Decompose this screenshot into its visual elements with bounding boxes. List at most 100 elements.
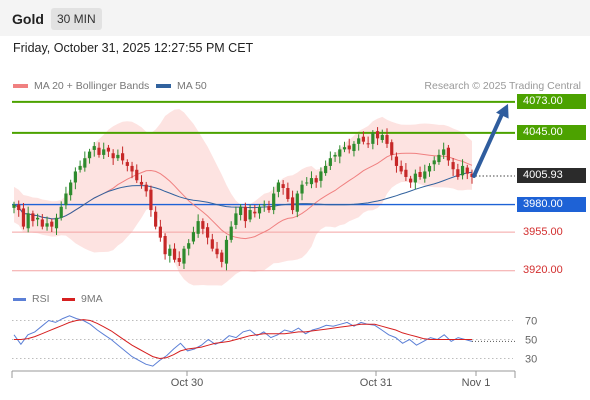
candle-body (97, 147, 101, 155)
candle (300, 180, 304, 201)
candle (73, 167, 77, 190)
candle (248, 204, 252, 223)
level-tag: 4045.00 (517, 125, 586, 141)
candle-body (120, 153, 125, 161)
candle (262, 200, 266, 212)
timeframe-button[interactable]: 30 MIN (51, 8, 102, 30)
level-tag: 3920.00 (523, 264, 563, 277)
legend-9ma: 9MA (62, 293, 103, 305)
candle (135, 164, 139, 184)
candle-body (59, 206, 63, 218)
candle-body (187, 243, 191, 249)
rsi-swatch (13, 297, 26, 301)
legend-9ma-label: 9MA (81, 293, 103, 305)
time-tick-label: Oct 31 (360, 377, 392, 389)
candle-body (177, 258, 181, 262)
candle (361, 131, 366, 145)
candle-body (460, 165, 465, 176)
candle (290, 190, 295, 215)
candle-body (262, 204, 266, 206)
legend-ma20: MA 20 + Bollinger Bands (13, 80, 149, 92)
time-axis: Oct 30 Oct 31 Nov 1 (11, 370, 516, 389)
candle (83, 151, 87, 172)
candle (286, 182, 290, 202)
candle (187, 239, 191, 256)
candle (87, 148, 92, 164)
candle-body (418, 172, 422, 177)
candle-body (257, 206, 262, 214)
candle-body (26, 213, 30, 229)
candle-body (385, 135, 389, 144)
candle (451, 157, 455, 176)
candle (276, 179, 281, 198)
candle-body (130, 165, 134, 172)
candle-body (465, 167, 469, 174)
candle (120, 146, 125, 165)
rsi-ma-line (14, 319, 472, 360)
candle (413, 169, 417, 190)
candle (460, 159, 465, 180)
candle (371, 130, 375, 150)
ma50-line (13, 171, 473, 220)
candle-body (12, 204, 16, 208)
candle (347, 138, 351, 154)
candle-body (309, 178, 314, 185)
legend-rsi-label: RSI (32, 293, 50, 305)
candle (442, 142, 446, 159)
candle (154, 206, 158, 230)
candle (64, 186, 68, 210)
candle (106, 144, 111, 157)
candle-body (163, 236, 167, 255)
candle (163, 233, 167, 260)
candle-body (333, 154, 337, 157)
candle-body (224, 239, 229, 264)
candle-body (83, 158, 87, 168)
candle-body (300, 184, 304, 194)
candle (31, 210, 35, 227)
rsi-axis-label: 30 (525, 354, 537, 366)
candle (229, 221, 233, 243)
candle-body (168, 248, 172, 256)
candle (17, 200, 21, 217)
bollinger-band (14, 109, 472, 286)
candle-body (50, 221, 54, 227)
candle-body (295, 193, 299, 212)
candle (456, 163, 460, 180)
candle-body (73, 171, 77, 183)
candle-body (149, 189, 153, 211)
projection-arrow-line (472, 109, 505, 178)
candle (54, 213, 59, 236)
candle-body (234, 213, 238, 225)
candle (220, 249, 224, 268)
legend-rsi: RSI (13, 293, 50, 305)
candle-body (314, 178, 318, 183)
candle (69, 179, 73, 201)
asset-title: Gold (12, 11, 44, 27)
candle (158, 219, 162, 242)
candle (205, 223, 210, 245)
candle-body (239, 206, 243, 216)
candle-body (390, 142, 394, 155)
candle (295, 190, 299, 218)
candle (272, 186, 276, 215)
ma50-swatch (156, 84, 171, 88)
candle-body (116, 154, 120, 159)
candle-body (371, 132, 375, 144)
candle (191, 226, 196, 245)
candle (437, 149, 441, 165)
candle-body (69, 182, 73, 196)
candle-body (78, 165, 82, 170)
projection-arrow-head (496, 103, 509, 119)
candle-body (182, 248, 186, 264)
candle (409, 175, 413, 188)
candle-body (229, 226, 233, 240)
candle-body (196, 221, 200, 234)
candle (50, 218, 54, 233)
candle (224, 235, 229, 271)
candle (390, 139, 394, 161)
candle-body (442, 149, 446, 155)
candle (239, 204, 243, 221)
candle (470, 169, 474, 184)
candle (257, 204, 262, 219)
